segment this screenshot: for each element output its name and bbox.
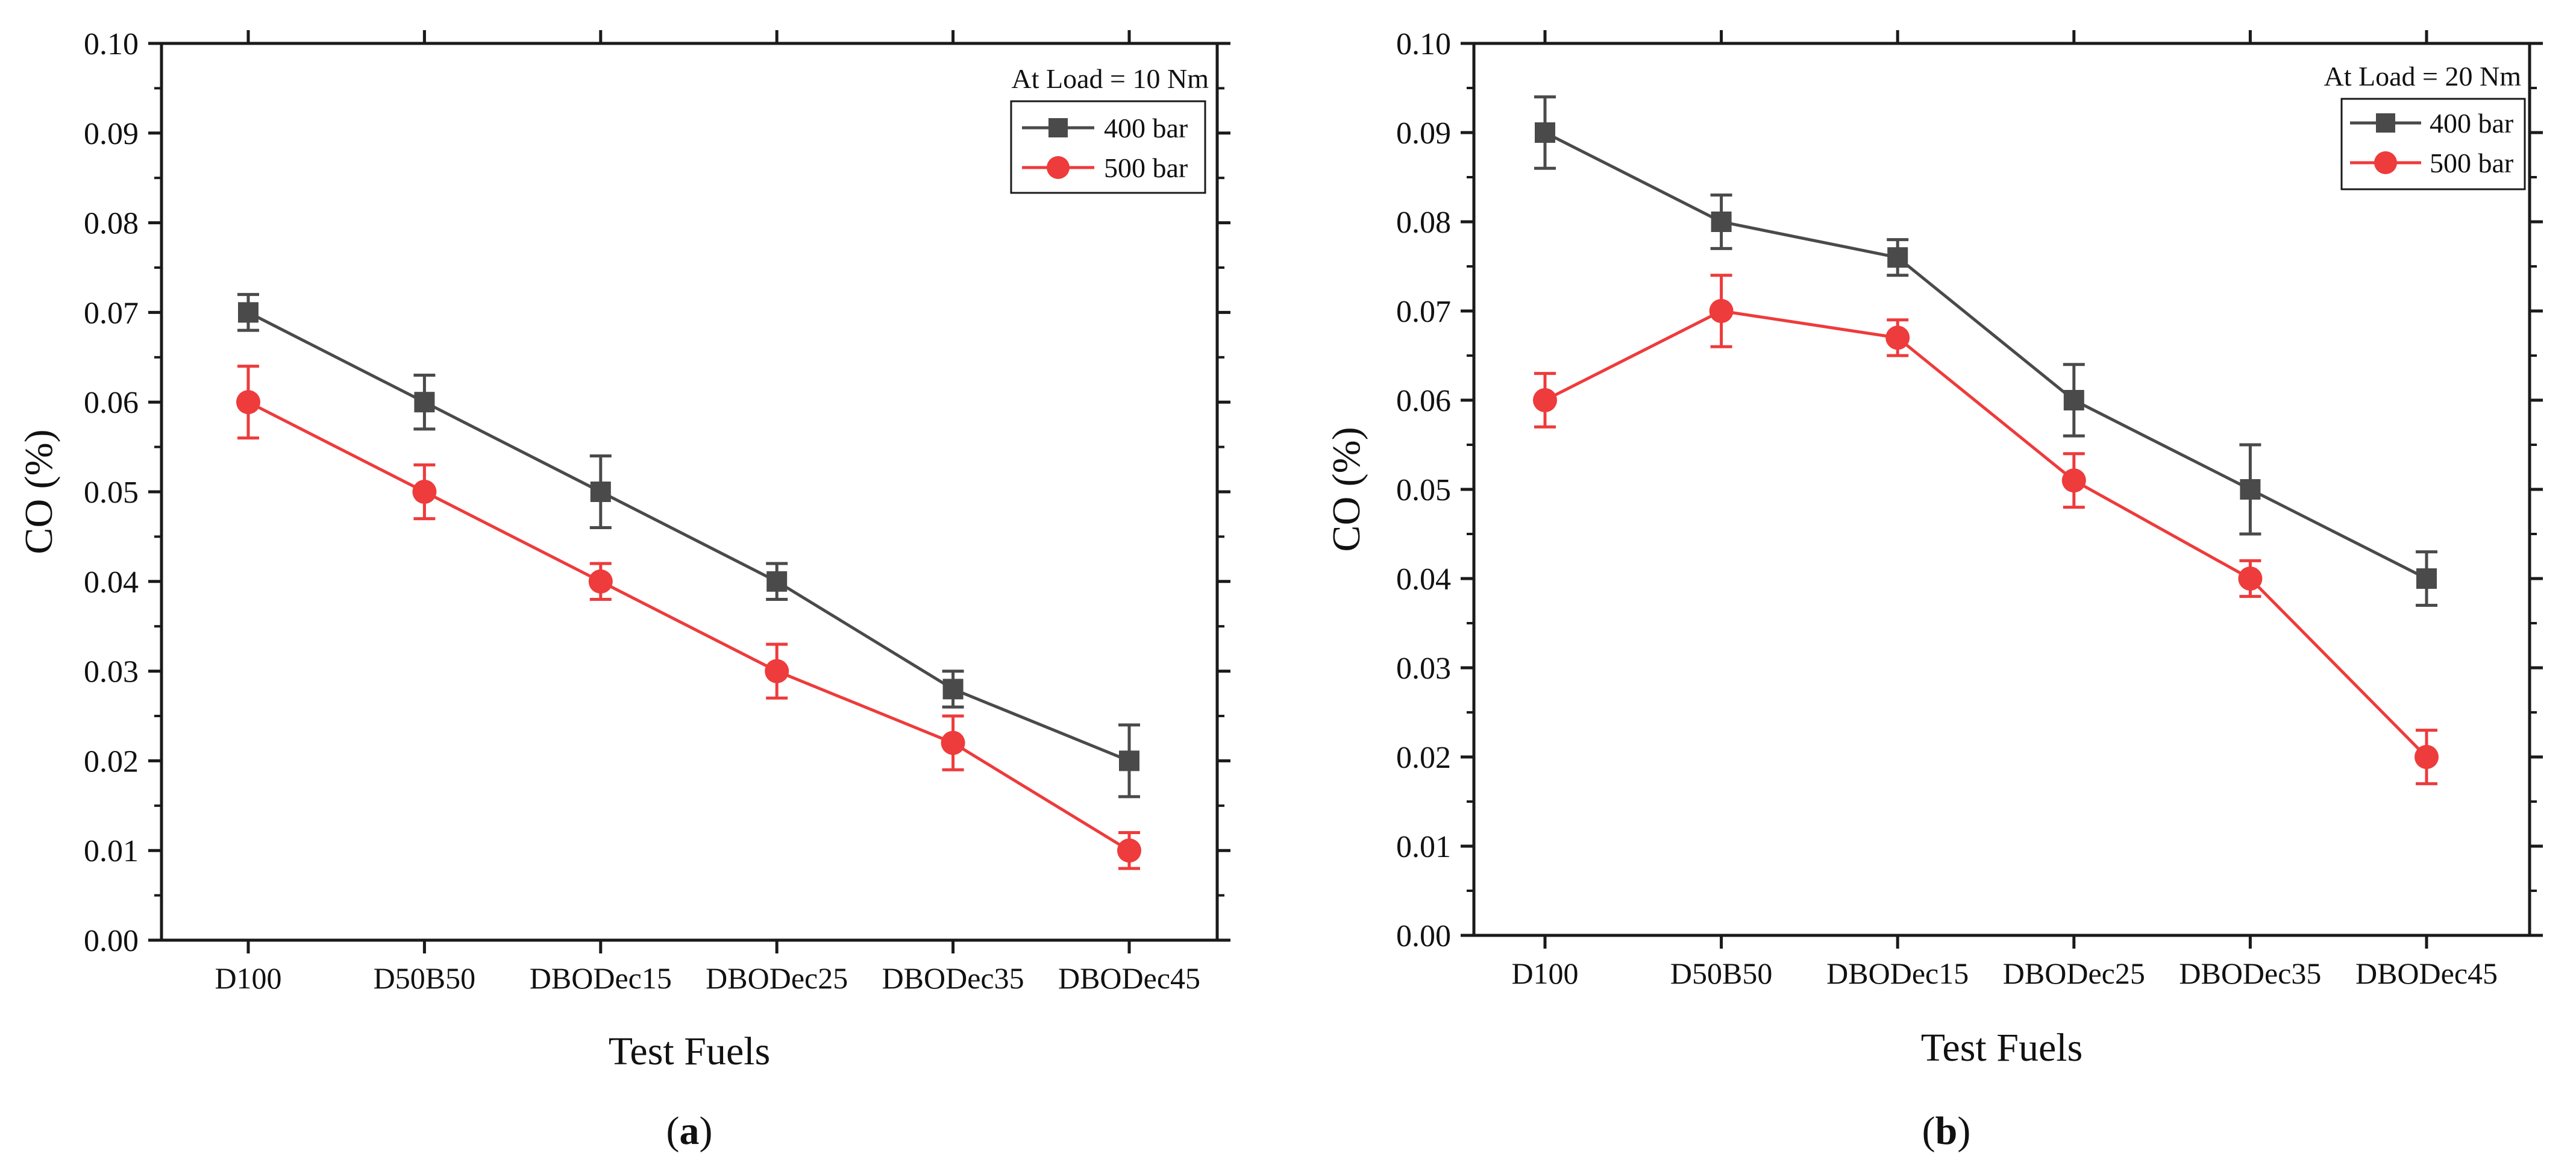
chart-b-xtick-label: D100 (1511, 956, 1578, 990)
chart-b-xtick-label: DBODec25 (2003, 956, 2145, 990)
chart-a-panel-letter: a (680, 1109, 700, 1153)
chart-b-point-circle-500-bar (2061, 468, 2086, 493)
chart-a-xtick-label: DBODec25 (706, 961, 848, 995)
chart-b-ytick-label: 0.00 (1396, 919, 1451, 953)
chart-b-series-line-500-bar (1544, 309, 2428, 758)
chart-a-series-line-500-bar (247, 400, 1130, 852)
chart-b-legend-circle-marker (2374, 151, 2397, 174)
chart-a-xtick-label: DBODec45 (1058, 961, 1200, 995)
chart-b-legend-square-marker (2376, 113, 2395, 133)
chart-a-point-square-400-bar (942, 679, 964, 700)
chart-a-legend-box (1010, 100, 1206, 194)
chart-a-point-square-400-bar (1119, 750, 1139, 771)
chart-a-ytick-label: 0.04 (84, 565, 139, 600)
chart-a-marks (236, 293, 1141, 870)
chart-b-point-circle-500-bar (2238, 567, 2263, 591)
chart-a-point-circle-500-bar (1117, 838, 1141, 863)
chart-b-ytick-label: 0.01 (1396, 830, 1451, 864)
chart-a-legend-square-marker (1048, 118, 1068, 137)
chart-a-ytick-label: 0.10 (84, 27, 139, 61)
chart-a-series-line-400-bar (247, 311, 1130, 762)
chart-b-xtick-label: DBODec45 (2355, 956, 2498, 990)
chart-b-point-square-400-bar (1711, 212, 1732, 232)
chart-a-ytick-label: 0.01 (84, 834, 139, 868)
chart-a-legend-label-400: 400 bar (1104, 113, 1188, 143)
chart-b-ytick-label: 0.10 (1396, 27, 1451, 61)
chart-b-point-circle-500-bar (1885, 325, 1910, 350)
chart-b-panel-letter: b (1935, 1109, 1958, 1153)
chart-a-point-circle-500-bar (412, 480, 437, 504)
chart-a-point-circle-500-bar (941, 730, 965, 755)
chart-b-point-square-400-bar (1535, 122, 1555, 143)
chart-a-ytick-label: 0.05 (84, 476, 139, 510)
chart-b-series-line-400-bar (1544, 131, 2428, 580)
chart-b-legend-title: At Load = 20 Nm (2324, 61, 2522, 92)
chart-b-ticks: 0.00 0.01 0.02 0.03 0.04 0.05 0.06 0.07 0.08 0.09… (1396, 27, 2543, 990)
chart-a-ytick-label: 0.06 (84, 386, 139, 420)
chart-a-point-square-400-bar (238, 302, 259, 323)
chart-a-xtick-label: DBODec15 (530, 961, 672, 995)
chart-a-x-axis-title: Test Fuels (609, 1029, 771, 1073)
chart-a-xtick-label: D100 (215, 961, 281, 995)
chart-b-ytick-label: 0.02 (1396, 741, 1451, 775)
chart-a-ytick-label: 0.00 (84, 924, 139, 958)
chart-a-ytick-label: 0.02 (84, 744, 139, 779)
chart-b-point-square-400-bar (2416, 568, 2437, 589)
chart-a-xtick-label: D50B50 (374, 961, 475, 995)
chart-b-legend-box (2340, 98, 2526, 190)
chart-a-point-circle-500-bar (588, 569, 613, 594)
chart-b-x-axis-title: Test Fuels (1921, 1026, 2083, 1070)
chart-b-marks (1533, 95, 2439, 785)
chart-b-ytick-label: 0.09 (1396, 116, 1451, 151)
chart-a-point-square-400-bar (414, 392, 435, 413)
chart-a-point-square-400-bar (766, 571, 788, 592)
chart-a-legend-title: At Load = 10 Nm (1012, 63, 1209, 94)
chart-b-point-circle-500-bar (1709, 299, 1734, 323)
chart-a-ytick-label: 0.08 (84, 207, 139, 241)
chart-b-panel-label: (b) (1922, 1109, 1971, 1153)
chart-a-ytick-label: 0.03 (84, 655, 139, 689)
chart-b-ytick-label: 0.08 (1396, 206, 1451, 240)
chart-b-ytick-label: 0.06 (1396, 384, 1451, 418)
chart-a-panel-label: (a) (666, 1109, 713, 1153)
chart-panel-b: 0.00 0.01 0.02 0.03 0.04 0.05 0.06 0.07 0.08 0.09… (1324, 27, 2543, 1153)
chart-a-y-axis-title: CO (%) (17, 429, 61, 554)
chart-a-legend: At Load = 10 Nm 400 bar 500 bar (1010, 63, 1209, 194)
chart-b-legend-label-500: 500 bar (2430, 148, 2513, 178)
chart-panel-a: 0.00 0.01 0.02 0.03 0.04 0.05 0.06 0.07 0.08 0.09… (17, 27, 1230, 1153)
chart-a-legend-circle-marker (1047, 156, 1070, 179)
chart-a-xtick-label: DBODec35 (882, 961, 1024, 995)
chart-b-ytick-label: 0.07 (1396, 295, 1451, 329)
chart-a-point-circle-500-bar (236, 390, 260, 415)
chart-b-point-square-400-bar (1887, 247, 1908, 268)
chart-b-ytick-label: 0.05 (1396, 473, 1451, 507)
chart-b-xtick-label: DBODec35 (2179, 956, 2321, 990)
chart-b-point-circle-500-bar (2415, 745, 2439, 769)
chart-b-legend: At Load = 20 Nm 400 bar 500 bar (2324, 61, 2526, 190)
chart-a-ticks: 0.00 0.01 0.02 0.03 0.04 0.05 0.06 0.07 0.08 0.09… (84, 27, 1230, 995)
chart-b-xtick-label: D50B50 (1670, 956, 1772, 990)
chart-b-legend-label-400: 400 bar (2430, 108, 2513, 139)
chart-b-y-axis-title: CO (%) (1324, 427, 1368, 551)
chart-a-point-square-400-bar (590, 482, 611, 502)
chart-a-ytick-label: 0.09 (84, 117, 139, 151)
chart-b-ytick-label: 0.04 (1396, 562, 1451, 597)
chart-b-ytick-label: 0.03 (1396, 652, 1451, 686)
chart-b-point-square-400-bar (2240, 479, 2261, 500)
chart-b-point-square-400-bar (2063, 390, 2084, 410)
chart-a-point-circle-500-bar (765, 659, 789, 683)
chart-b-point-circle-500-bar (1533, 388, 1557, 412)
chart-a-ytick-label: 0.07 (84, 296, 139, 330)
chart-a-legend-label-500: 500 bar (1104, 152, 1188, 183)
chart-b-xtick-label: DBODec15 (1826, 956, 1969, 990)
